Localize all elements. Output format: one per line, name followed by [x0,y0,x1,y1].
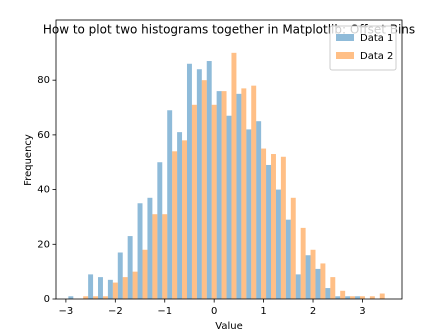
bar [271,154,276,299]
bar [305,255,311,299]
x-axis-label: Value [215,321,242,332]
bar [147,197,153,299]
bar [295,274,301,299]
bar [167,110,173,299]
bar [335,296,341,299]
bar [275,189,281,299]
chart-title: How to plot two histograms together in M… [43,23,415,37]
plot-frame [55,19,403,300]
legend-label: Data 1 [360,33,393,44]
bar [137,203,143,299]
bar [261,148,267,299]
bar [345,296,351,299]
bar [177,132,183,299]
y-tick-label: 0 [44,294,50,305]
bar [102,296,108,299]
legend-swatch [336,34,354,41]
bar [211,104,217,299]
x-tick-label: 1 [260,306,266,317]
bar [379,293,385,299]
bar [340,290,346,299]
x-tick-label: −3 [59,306,74,317]
x-tick-label: −2 [108,306,123,317]
y-tick-label: 80 [37,75,50,86]
bar [132,271,138,299]
bar [88,274,94,299]
bar [127,236,133,299]
y-tick-label: 60 [37,130,50,141]
bar [98,277,103,299]
bar [117,252,123,299]
bar [290,197,296,299]
bar [300,227,306,299]
bar [359,296,365,299]
y-axis-label: Frequency [23,134,34,186]
bar [186,63,192,299]
bar [142,249,148,299]
legend-swatch [336,52,354,59]
bar [122,277,128,299]
bar [206,61,212,299]
x-tick-label: 0 [211,306,217,317]
bar [236,93,242,300]
bar [310,249,316,299]
y-tick-label: 40 [37,185,50,196]
bar [226,115,232,299]
bar [280,156,286,299]
bar [221,91,227,299]
y-tick-label: 20 [37,239,50,250]
bar [162,214,168,299]
bar [152,214,158,299]
bar [201,80,207,299]
x-tick-label: −1 [157,306,172,317]
x-tick-label: 3 [359,306,365,317]
bar [320,263,326,299]
bar [68,296,74,299]
bar [325,288,331,299]
bar [350,296,356,299]
bar [231,52,237,299]
bar [256,121,262,300]
x-tick-label: 2 [310,306,316,317]
bar [157,162,163,299]
bar [216,91,222,299]
bar [93,296,99,299]
bar [251,85,257,299]
bar [285,219,291,299]
bar [83,296,89,299]
bar [241,88,247,299]
bar [369,296,375,299]
bar [172,151,178,299]
bar [315,268,321,299]
bar [330,277,336,299]
legend-label: Data 2 [360,51,393,62]
bar [191,104,197,299]
bar [196,69,202,299]
bar [112,282,118,299]
bar [355,296,360,299]
bar [246,129,252,299]
bar [182,140,187,299]
bar [107,279,113,299]
bar [266,164,272,299]
